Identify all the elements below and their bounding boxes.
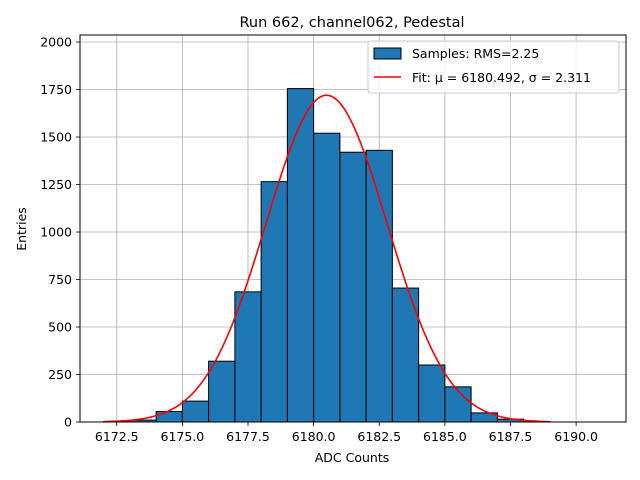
y-tick-label: 500 [48, 320, 72, 335]
y-tick-label: 1500 [40, 130, 72, 145]
x-tick-label: 6175.0 [161, 429, 205, 444]
y-axis: 0 250 500 750 1000 1250 1500 1750 2000 [40, 35, 80, 430]
histogram-bar [418, 364, 446, 423]
y-tick-label: 2000 [40, 35, 72, 50]
histogram-bar [444, 386, 472, 423]
histogram-bar [286, 88, 315, 423]
legend-histogram-label: Samples: RMS=2.25 [412, 46, 539, 61]
histogram-bar [313, 132, 341, 423]
histogram-bar [339, 151, 367, 423]
x-tick-label: 6180.0 [292, 429, 336, 444]
x-tick-label: 6185.0 [423, 429, 467, 444]
legend-box [367, 40, 620, 94]
histogram-bar [391, 287, 420, 423]
x-tick-label: 6190.0 [554, 429, 598, 444]
legend-fit-label: Fit: μ = 6180.492, σ = 2.311 [412, 70, 591, 85]
y-tick-label: 0 [64, 415, 72, 430]
y-axis-title: Entries [14, 207, 29, 251]
x-tick-label: 6172.5 [95, 429, 139, 444]
legend-histogram-swatch [373, 47, 402, 60]
histogram-bar [234, 291, 262, 423]
x-tick-label: 6177.5 [226, 429, 270, 444]
x-tick-label: 6182.5 [357, 429, 401, 444]
histogram-bar [365, 149, 393, 423]
histogram-bar [155, 411, 183, 423]
fit-curve [103, 94, 550, 423]
legend: Samples: RMS=2.25 Fit: μ = 6180.492, σ =… [367, 40, 620, 94]
chart-title: Run 662, channel062, Pedestal [239, 15, 464, 31]
histogram-bar [181, 400, 210, 423]
plot-frame [79, 34, 627, 423]
histogram-bar [208, 360, 236, 423]
y-tick-label: 1750 [40, 82, 72, 97]
histogram-bar [260, 181, 288, 423]
x-axis-title: ADC Counts [315, 450, 390, 465]
y-tick-label: 750 [48, 272, 72, 287]
x-tick-label: 6187.5 [489, 429, 533, 444]
y-tick-label: 250 [48, 367, 72, 382]
y-tick-label: 1000 [40, 225, 72, 240]
y-tick-label: 1250 [40, 177, 72, 192]
x-axis: 6172.5 6175.0 6177.5 6180.0 6182.5 6185.0 6187… [95, 422, 598, 444]
